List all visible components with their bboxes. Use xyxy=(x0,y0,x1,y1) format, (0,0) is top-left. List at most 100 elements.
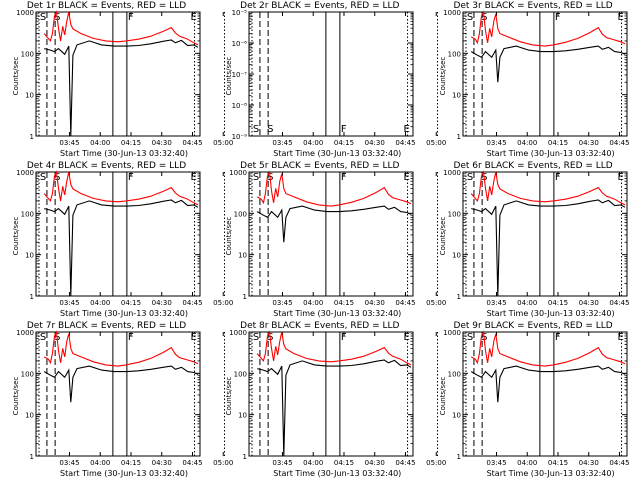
x-tick-label: 04:15 xyxy=(334,299,354,307)
x-tick-label: 04:30 xyxy=(365,139,385,147)
y-tick-label: 1000 xyxy=(229,329,247,337)
y-tick-label: 1 xyxy=(456,453,460,461)
x-tick-label: 04:00 xyxy=(90,459,110,467)
x-axis-title: Start Time (30-Jun-13 03:32:40) xyxy=(60,469,188,478)
x-tick-label: 04:45 xyxy=(182,299,202,307)
lld-series-line xyxy=(43,330,199,367)
x-tick-label: 03:45 xyxy=(59,299,79,307)
y-tick-label: 100 xyxy=(21,50,34,58)
lld-series-line xyxy=(257,170,412,207)
x-axis-title: Start Time (30-Jun-13 03:32:40) xyxy=(486,469,615,478)
lld-series-line xyxy=(257,330,412,366)
x-tick-label: 04:00 xyxy=(303,139,323,147)
marker-label-s: S xyxy=(267,124,273,135)
x-tick-label: 04:45 xyxy=(182,139,202,147)
panel-title: Det 2r BLACK = Events, RED = LLD xyxy=(240,1,400,11)
x-tick-label: 04:00 xyxy=(303,459,323,467)
panel-title: Det 4r BLACK = Events, RED = LLD xyxy=(26,161,187,171)
marker-label-s: S xyxy=(253,172,259,183)
marker-label-e: E xyxy=(617,172,623,183)
y-tick-label: 10 xyxy=(25,92,34,100)
x-tick-label: 04:00 xyxy=(90,299,110,307)
x-tick-label: 04:30 xyxy=(152,139,172,147)
detector-panel-2: Det 2r BLACK = Events, RED = LLD Start Ti… xyxy=(213,0,447,160)
panel-title: Det 7r BLACK = Events, RED = LLD xyxy=(26,321,187,331)
marker-label-s: S xyxy=(40,172,46,183)
marker-label-s: S xyxy=(467,12,473,23)
marker-label-e: E xyxy=(191,12,197,23)
x-axis-title: Start Time (30-Jun-13 03:32:40) xyxy=(486,309,615,318)
y-tick-label: 10 xyxy=(452,252,461,260)
y-tick-label: 1000 xyxy=(229,169,247,177)
x-tick-label: 04:30 xyxy=(578,459,598,467)
detector-panel-5: Det 5r BLACK = Events, RED = LLD Start Ti… xyxy=(213,160,446,320)
events-series-line xyxy=(257,205,412,243)
plot-frame xyxy=(35,11,201,137)
x-tick-label: 05:00 xyxy=(213,459,233,467)
x-tick-label: 04:45 xyxy=(609,139,629,147)
y-tick-label: 1000 xyxy=(16,169,34,177)
y-tick-label: 10 xyxy=(25,412,34,420)
y-tick-label: 1 xyxy=(456,133,460,141)
events-series-line xyxy=(470,45,625,83)
x-tick-label: 04:45 xyxy=(609,459,629,467)
marker-label-f: F xyxy=(341,332,347,343)
x-tick-label: 04:30 xyxy=(152,299,172,307)
lld-series-line xyxy=(43,10,199,46)
x-tick-label: 04:00 xyxy=(517,459,537,467)
marker-label-s: S xyxy=(253,332,259,343)
y-tick-label: 10 xyxy=(238,412,247,420)
plot-frame xyxy=(248,11,414,137)
x-tick-label: 04:45 xyxy=(396,139,416,147)
chart-svg: 10⁻⁹ 10⁻⁸ 10⁻⁷ 10⁻⁶ 10⁻⁵ 03:45 04:00 04:15 04:30… xyxy=(232,9,447,147)
x-axis-title: Start Time (30-Jun-13 03:32:40) xyxy=(60,309,188,318)
x-tick-label: 05:00 xyxy=(426,459,446,467)
plot-frame xyxy=(248,171,414,297)
marker-label-e: E xyxy=(191,332,197,343)
y-tick-label: 1 xyxy=(30,453,34,461)
y-tick-label: 100 xyxy=(447,210,460,218)
panel-title: Det 3r BLACK = Events, RED = LLD xyxy=(453,1,613,11)
events-series-line xyxy=(470,199,625,297)
plot-frame xyxy=(35,331,201,457)
x-tick-label: 04:45 xyxy=(396,459,416,467)
marker-label-f: F xyxy=(128,172,134,183)
x-tick-label: 03:45 xyxy=(273,459,293,467)
y-tick-label: 10⁻⁷ xyxy=(232,71,248,79)
y-tick-label: 1 xyxy=(243,293,247,301)
y-tick-label: 100 xyxy=(21,210,34,218)
chart-svg: 110100100003:4504:0004:1504:3004:4505:00… xyxy=(443,9,640,147)
y-tick-label: 10 xyxy=(238,252,247,260)
x-tick-label: 05:00 xyxy=(426,139,446,147)
x-tick-label: 04:15 xyxy=(121,459,141,467)
x-tick-label: 04:15 xyxy=(121,139,141,147)
detector-panel-1: Det 1r BLACK = Events, RED = LLD Start Ti… xyxy=(0,0,233,160)
marker-label-f: F xyxy=(341,124,347,135)
x-tick-label: 04:30 xyxy=(365,459,385,467)
marker-label-s: S xyxy=(253,124,259,135)
events-series-line xyxy=(257,359,412,457)
panel-title: Det 1r BLACK = Events, RED = LLD xyxy=(26,1,187,11)
x-tick-label: 04:00 xyxy=(90,139,110,147)
x-tick-label: 03:45 xyxy=(273,299,293,307)
x-tick-label: 03:45 xyxy=(59,139,79,147)
panel-title: Det 5r BLACK = Events, RED = LLD xyxy=(240,161,400,171)
y-tick-label: 100 xyxy=(447,370,460,378)
marker-label-s: S xyxy=(40,332,46,343)
marker-label-f: F xyxy=(554,332,560,343)
y-tick-label: 1000 xyxy=(16,329,34,337)
plot-frame xyxy=(248,331,414,457)
x-tick-label: 03:45 xyxy=(486,139,506,147)
x-tick-label: 04:15 xyxy=(334,459,354,467)
y-tick-label: 1 xyxy=(456,293,460,301)
x-tick-label: 04:15 xyxy=(547,459,567,467)
marker-label-s: S xyxy=(40,12,46,23)
lld-series-line xyxy=(43,170,199,206)
x-tick-label: 04:45 xyxy=(182,459,202,467)
panel-title: Det 8r BLACK = Events, RED = LLD xyxy=(240,321,400,331)
events-series-line xyxy=(470,365,625,403)
